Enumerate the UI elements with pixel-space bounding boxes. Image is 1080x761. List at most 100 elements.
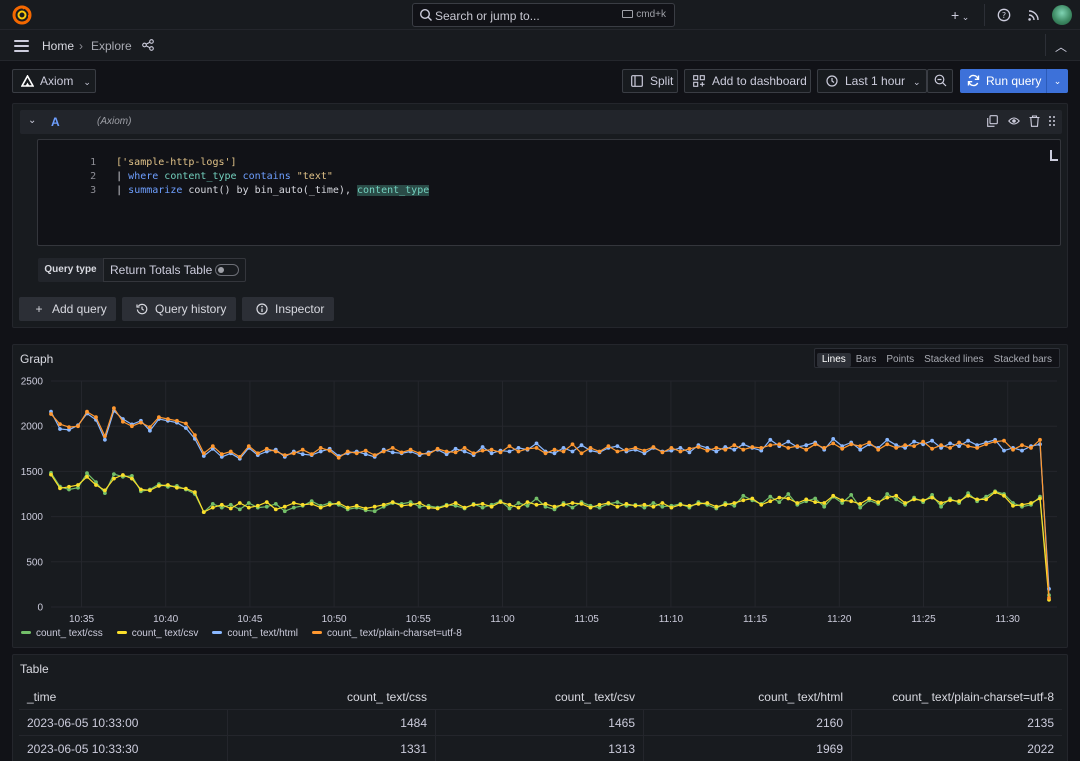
- data-point: [579, 451, 584, 456]
- zoom-out-button[interactable]: [927, 69, 953, 93]
- chevron-down-icon[interactable]: ⌄: [28, 115, 37, 126]
- plus-icon[interactable]: + ⌄: [951, 7, 970, 23]
- data-point: [984, 494, 988, 499]
- breadcrumb-current: Explore: [91, 39, 132, 53]
- graph-mode-bars[interactable]: Bars: [855, 354, 877, 365]
- data-point: [345, 449, 350, 454]
- data-point: [894, 493, 899, 498]
- data-point: [453, 503, 458, 508]
- data-point: [291, 451, 296, 456]
- data-point: [130, 424, 134, 429]
- data-point: [426, 452, 431, 457]
- graph-mode-points[interactable]: Points: [886, 354, 915, 365]
- data-point: [435, 446, 440, 451]
- code-token: content_type: [164, 171, 237, 182]
- data-point: [507, 502, 512, 507]
- data-point: [570, 501, 575, 505]
- query-history-button[interactable]: Query history: [122, 297, 236, 321]
- data-point: [1029, 446, 1033, 450]
- datasource-picker[interactable]: Axiom ⌄: [12, 69, 96, 93]
- data-point: [678, 446, 683, 450]
- data-point: [975, 443, 979, 448]
- run-query-label: Run query: [986, 74, 1042, 88]
- data-point: [103, 437, 107, 442]
- data-point: [741, 493, 746, 498]
- legend-item[interactable]: count_ text/csv: [116, 628, 198, 639]
- data-point: [696, 445, 701, 449]
- data-point: [570, 505, 575, 510]
- grafana-logo-icon[interactable]: [12, 5, 32, 25]
- code-token: |: [116, 185, 129, 196]
- trash-icon[interactable]: [1029, 115, 1040, 127]
- code-token-highlighted: content_type: [356, 185, 430, 196]
- chevron-up-icon[interactable]: ︿: [1054, 40, 1067, 54]
- data-point: [930, 438, 934, 443]
- data-point: [588, 446, 593, 450]
- data-point: [723, 445, 728, 449]
- return-totals-toggle[interactable]: [215, 264, 239, 276]
- data-point: [930, 495, 934, 500]
- data-point: [840, 498, 845, 503]
- run-query-button[interactable]: Run query ⌄: [960, 69, 1068, 93]
- data-point: [678, 449, 683, 454]
- run-query-options[interactable]: ⌄: [1046, 69, 1068, 93]
- eye-icon[interactable]: [1008, 116, 1020, 126]
- divider: [984, 4, 985, 26]
- legend-item[interactable]: count_ text/css: [21, 628, 103, 639]
- data-point: [219, 452, 224, 457]
- column-header-time[interactable]: _time: [27, 690, 57, 704]
- data-point: [480, 505, 485, 510]
- data-point: [246, 505, 251, 510]
- data-point: [804, 497, 809, 502]
- query-ref-id[interactable]: A: [51, 115, 60, 129]
- data-point: [336, 455, 341, 460]
- data-point: [552, 507, 557, 512]
- series-line: [50, 410, 1050, 589]
- column-header-css[interactable]: count_ text/css: [346, 690, 427, 704]
- graph-mode-stacked-lines[interactable]: Stacked lines: [924, 354, 984, 365]
- copy-icon[interactable]: [987, 115, 998, 127]
- query-code-editor[interactable]: 1 ['sample-http-logs'] 2 | where content_t…: [37, 139, 1061, 246]
- data-point: [777, 495, 782, 500]
- data-point: [210, 502, 215, 506]
- data-point: [345, 505, 350, 510]
- data-point: [67, 427, 71, 432]
- data-point: [157, 484, 161, 488]
- data-point: [570, 449, 575, 454]
- search-bar[interactable]: Search or jump to... cmd+k: [412, 3, 675, 27]
- graph-mode-stacked-bars[interactable]: Stacked bars: [993, 354, 1052, 365]
- menu-icon[interactable]: [14, 40, 29, 52]
- data-point: [94, 415, 98, 420]
- help-icon[interactable]: ?: [997, 8, 1011, 22]
- add-query-button[interactable]: + Add query: [19, 297, 116, 321]
- inspector-button[interactable]: Inspector: [242, 297, 334, 321]
- data-point: [759, 446, 764, 450]
- y-tick-label: 1500: [21, 467, 44, 478]
- rss-icon[interactable]: [1027, 8, 1041, 22]
- user-avatar[interactable]: [1052, 5, 1072, 25]
- time-series-chart[interactable]: 0 500 1000 1500 2000 2500 10:35 10:40 10:45 10:50…: [13, 371, 1067, 627]
- breadcrumb-home[interactable]: Home: [42, 39, 75, 53]
- split-button[interactable]: Split: [622, 69, 678, 93]
- data-point: [930, 446, 934, 451]
- add-to-dashboard-button[interactable]: Add to dashboard: [684, 69, 811, 93]
- data-point: [831, 437, 836, 441]
- data-point: [543, 504, 548, 509]
- time-range-picker[interactable]: Last 1 hour ⌄: [817, 69, 927, 93]
- data-point: [678, 502, 683, 507]
- column-header-html[interactable]: count_ text/html: [758, 690, 843, 704]
- column-header-csv[interactable]: count_ text/csv: [554, 690, 635, 704]
- data-point: [390, 500, 395, 504]
- data-point: [534, 496, 539, 501]
- legend-item[interactable]: count_ text/plain-charset=utf-8: [312, 628, 462, 639]
- legend-item[interactable]: count_ text/html: [212, 628, 298, 639]
- data-point: [516, 501, 521, 505]
- graph-mode-lines[interactable]: Lines: [816, 353, 851, 367]
- legend-label: count_ text/css: [36, 628, 103, 639]
- share-icon[interactable]: [142, 39, 154, 51]
- data-point: [157, 415, 161, 420]
- data-point: [867, 440, 872, 445]
- column-header-plain[interactable]: count_ text/plain-charset=utf-8: [892, 690, 1054, 704]
- drag-handle-icon[interactable]: [1048, 115, 1056, 127]
- data-point: [804, 447, 809, 452]
